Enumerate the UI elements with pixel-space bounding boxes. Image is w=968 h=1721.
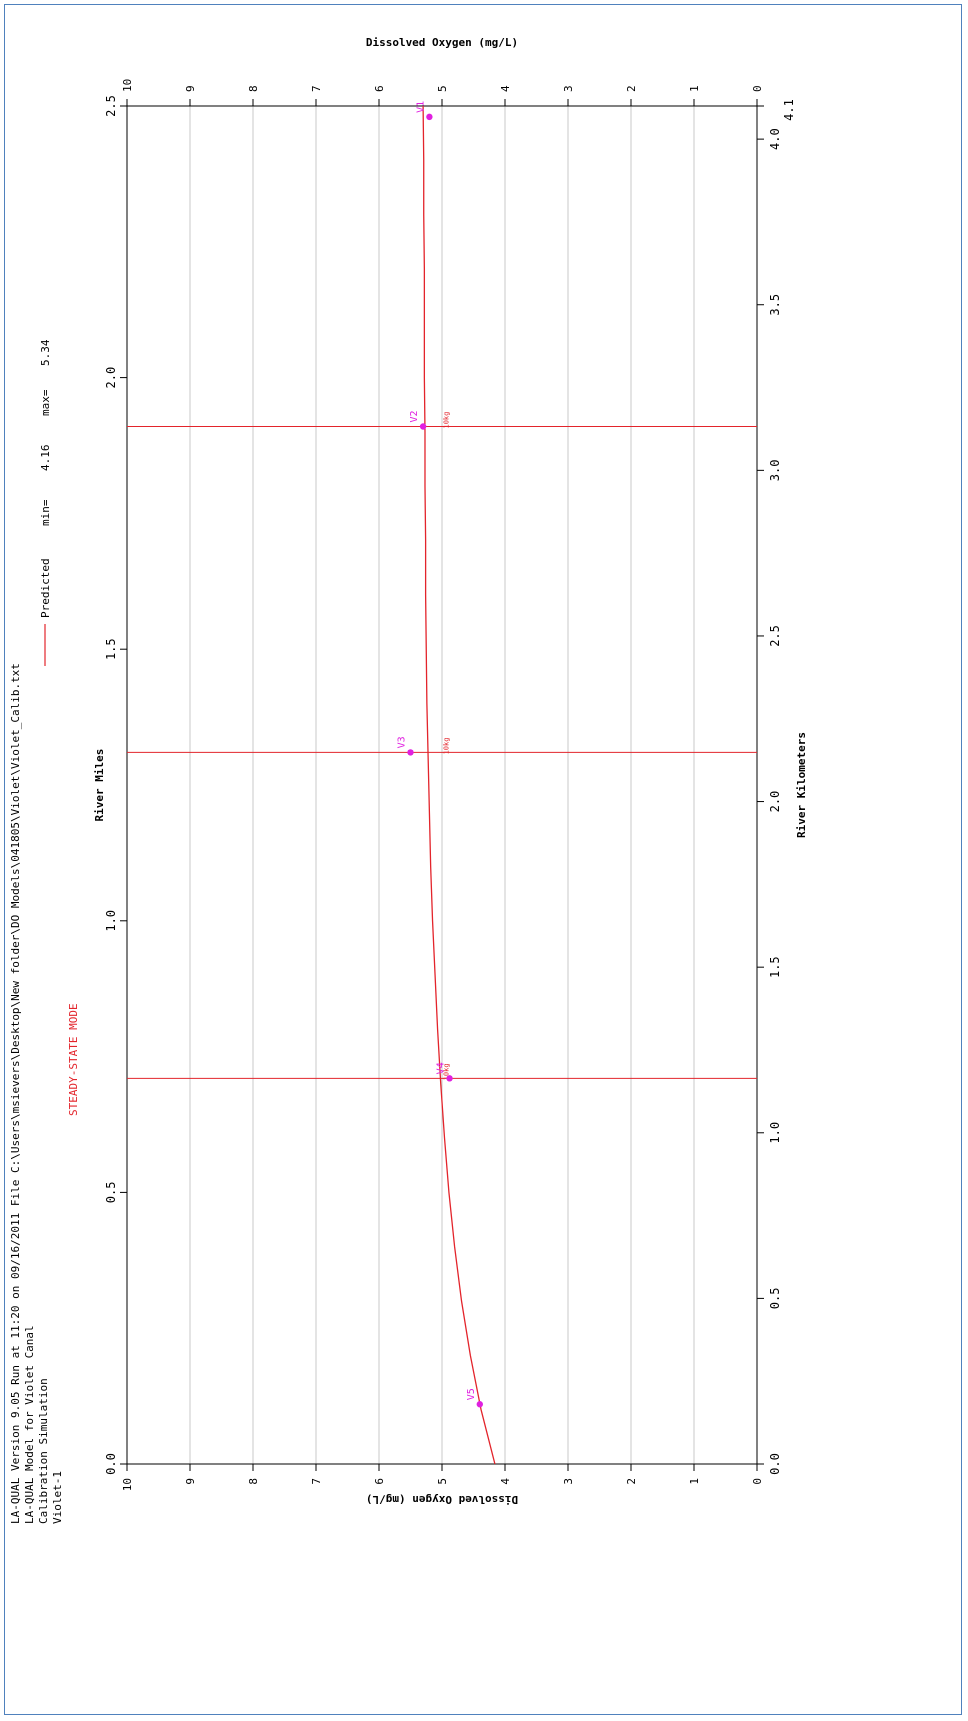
predicted-line (422, 105, 496, 1465)
miles-axis-title: River Miles (93, 749, 106, 822)
y-tick-label-left: 9 (184, 1478, 197, 1485)
station-point (476, 1401, 483, 1408)
y-tick-label-right: 7 (310, 85, 323, 92)
chart-svg: 0 0 1 1 2 2 3 3 4 4 5 5 6 6 7 7 8 8 9 9 10 10 Dissolved Oxygen… (9, 36, 808, 1524)
legend-max-value: 5.34 (39, 339, 52, 366)
y-tick-label-left: 3 (562, 1478, 575, 1485)
km-tick-label: 1.5 (768, 956, 782, 978)
station-label: V5 (466, 1388, 477, 1400)
miles-tick-label: 0.0 (104, 1453, 118, 1475)
km-tick-label: 2.0 (768, 791, 782, 813)
header-line: Violet-1 (51, 1471, 64, 1524)
y-tick-label-right: 6 (373, 85, 386, 92)
km-tick-label: 3.5 (768, 294, 782, 316)
rotated-chart: 0 0 1 1 2 2 3 3 4 4 5 5 6 6 7 7 8 8 9 9 10 10 Dissolved Oxygen… (9, 36, 808, 1524)
y-tick-label-left: 2 (625, 1478, 638, 1485)
y-tick-label-right: 10 (121, 79, 134, 92)
legend-min-value: 4.16 (39, 445, 52, 472)
km-tick-label: 1.0 (768, 1122, 782, 1144)
km-tick-label: 0.0 (768, 1453, 782, 1475)
y-tick-label-left: 7 (310, 1478, 323, 1485)
km-end-label: 4.1 (782, 99, 796, 121)
y-tick-label-right: 4 (499, 85, 512, 92)
legend-max-label: max= (39, 389, 52, 416)
y-tick-label-left: 0 (751, 1478, 764, 1485)
y-tick-label-right: 8 (247, 85, 260, 92)
km-tick-label: 0.5 (768, 1288, 782, 1310)
station-label: V1 (415, 101, 426, 113)
y-tick-label-right: 9 (184, 85, 197, 92)
legend-label: Predicted (39, 558, 52, 618)
y-tick-label-left: 6 (373, 1478, 386, 1485)
header-line: LA-QUAL Model for Violet Canal (23, 1325, 36, 1524)
km-tick-label: 3.0 (768, 459, 782, 481)
y-tick-label-left: 1 (688, 1478, 701, 1485)
y-tick-label-left: 8 (247, 1478, 260, 1485)
y-tick-label-right: 3 (562, 85, 575, 92)
y-tick-label-right: 1 (688, 85, 701, 92)
station-label: V3 (397, 736, 408, 748)
station-point (407, 749, 414, 756)
miles-tick-label: 2.5 (104, 95, 118, 117)
miles-tick-label: 1.0 (104, 910, 118, 932)
miles-tick-label: 2.0 (104, 367, 118, 389)
km-tick-label: 4.0 (768, 128, 782, 150)
station-tag: 10kg (442, 1063, 450, 1080)
y-axis-title-right: Dissolved Oxygen (mg/L) (366, 36, 518, 49)
km-axis-title: River Kilometers (795, 732, 808, 838)
km-tick-label: 2.5 (768, 625, 782, 647)
miles-tick-label: 0.5 (104, 1182, 118, 1204)
station-point (426, 113, 433, 121)
y-tick-label-right: 0 (751, 85, 764, 92)
y-tick-label-left: 4 (499, 1478, 512, 1485)
station-point (419, 423, 427, 430)
mode-label: STEADY-STATE MODE (67, 1003, 80, 1116)
station-label: V2 (409, 410, 420, 422)
y-tick-label-right: 5 (436, 85, 449, 92)
y-tick-label-left: 5 (436, 1478, 449, 1485)
miles-tick-label: 1.5 (104, 638, 118, 660)
header-line: LA-QUAL Version 9.05 Run at 11:20 on 09/… (9, 663, 22, 1524)
station-point (446, 1075, 453, 1082)
y-tick-label-left: 10 (121, 1478, 134, 1491)
station-label: V4 (436, 1062, 447, 1074)
chart-frame: 0 0 1 1 2 2 3 3 4 4 5 5 6 6 7 7 8 8 9 9 10 10 Dissolved Oxygen… (4, 4, 962, 1715)
y-tick-label-right: 2 (625, 85, 638, 92)
y-axis-title-left: Dissolved Oxygen (mg/L) (366, 1493, 518, 1506)
station-tag: 10kg (442, 738, 450, 755)
header-line: Calibration Simulation (37, 1378, 50, 1524)
station-tag: 10kg (442, 412, 450, 429)
legend-min-label: min= (39, 499, 52, 526)
